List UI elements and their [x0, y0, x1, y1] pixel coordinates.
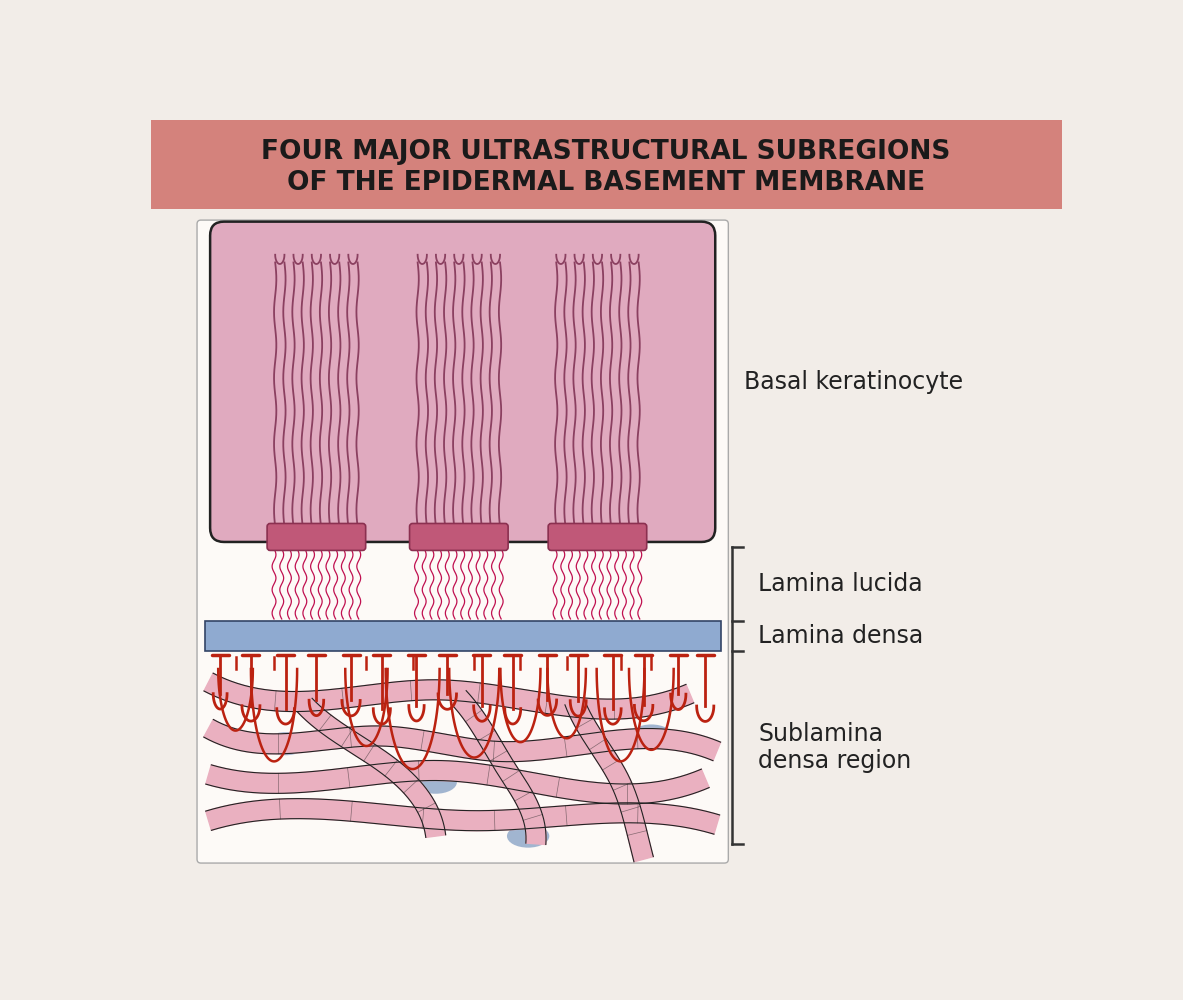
Polygon shape — [206, 760, 709, 804]
Polygon shape — [298, 698, 446, 837]
Ellipse shape — [265, 732, 306, 755]
Polygon shape — [452, 691, 547, 844]
Ellipse shape — [631, 724, 672, 748]
Polygon shape — [565, 698, 653, 862]
Ellipse shape — [508, 825, 549, 848]
Ellipse shape — [414, 771, 457, 794]
FancyBboxPatch shape — [211, 222, 716, 542]
Text: FOUR MAJOR ULTRASTRUCTURAL SUBREGIONS: FOUR MAJOR ULTRASTRUCTURAL SUBREGIONS — [261, 139, 951, 165]
FancyBboxPatch shape — [548, 523, 647, 550]
Polygon shape — [206, 799, 719, 834]
Text: Lamina lucida: Lamina lucida — [758, 572, 923, 596]
Polygon shape — [203, 673, 693, 719]
Text: Basal keratinocyte: Basal keratinocyte — [744, 370, 963, 394]
Bar — [205, 620, 720, 651]
Polygon shape — [203, 719, 720, 762]
Text: Lamina densa: Lamina densa — [758, 624, 924, 648]
Text: OF THE EPIDERMAL BASEMENT MEMBRANE: OF THE EPIDERMAL BASEMENT MEMBRANE — [286, 170, 925, 196]
Text: Sublamina
densa region: Sublamina densa region — [758, 722, 912, 773]
FancyBboxPatch shape — [267, 523, 366, 550]
FancyBboxPatch shape — [409, 523, 509, 550]
FancyBboxPatch shape — [198, 220, 729, 863]
Bar — [151, 120, 1062, 209]
